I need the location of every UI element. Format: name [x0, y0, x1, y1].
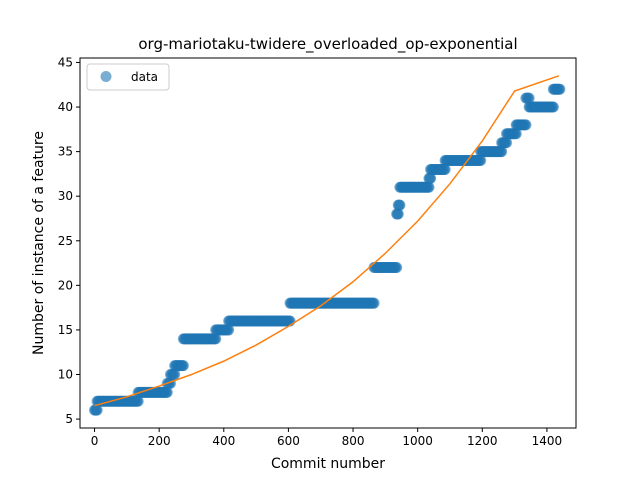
data-point	[161, 386, 173, 398]
legend: data	[86, 63, 170, 91]
legend-label: data	[131, 70, 158, 84]
data-point	[520, 119, 532, 131]
x-axis-label: Commit number	[271, 456, 385, 472]
data-point	[554, 83, 566, 95]
x-tick-label: 800	[342, 434, 365, 448]
chart-title: org-mariotaku-twidere_overloaded_op-expo…	[138, 35, 517, 54]
y-tick-label: 45	[58, 55, 73, 69]
data-point	[368, 297, 380, 309]
data-point	[510, 128, 522, 140]
ticks: 0 200 400 600 800 1000 1200 1400 5 10 15 20 25 30 35 40…	[58, 55, 562, 448]
data-point	[210, 333, 222, 345]
x-tick-label: 0	[91, 434, 99, 448]
data-point	[394, 199, 406, 211]
y-axis-label: Number of instance of a feature	[31, 131, 47, 355]
data-point	[423, 181, 435, 193]
legend-box	[86, 63, 170, 91]
data-point	[132, 395, 144, 407]
data-point	[91, 404, 103, 416]
plot-area	[89, 75, 566, 416]
legend-marker	[100, 71, 112, 82]
data-point	[547, 101, 559, 113]
data-point	[177, 360, 189, 372]
x-tick-label: 1200	[467, 434, 498, 448]
y-tick-label: 20	[58, 278, 73, 292]
data-point	[223, 324, 235, 336]
y-tick-label: 30	[58, 189, 73, 203]
data-point	[425, 172, 437, 184]
data-point	[439, 163, 451, 175]
data-point	[169, 369, 181, 381]
y-tick-label: 15	[58, 323, 73, 337]
x-tick-label: 200	[148, 434, 171, 448]
x-tick-label: 600	[277, 434, 300, 448]
y-tick-label: 40	[58, 100, 73, 114]
y-tick-label: 25	[58, 234, 73, 248]
data-point	[475, 155, 487, 167]
y-tick-label: 35	[58, 145, 73, 159]
data-point	[391, 262, 403, 274]
x-tick-label: 1400	[532, 434, 563, 448]
fit-line	[94, 75, 560, 407]
data-point	[523, 92, 535, 104]
y-tick-label: 10	[58, 368, 73, 382]
x-tick-label: 1000	[402, 434, 433, 448]
data-point	[496, 146, 508, 158]
data-point	[392, 208, 404, 220]
axes-frame	[79, 57, 577, 429]
data-point	[501, 137, 513, 149]
y-tick-label: 5	[65, 412, 73, 426]
x-tick-label: 400	[212, 434, 235, 448]
